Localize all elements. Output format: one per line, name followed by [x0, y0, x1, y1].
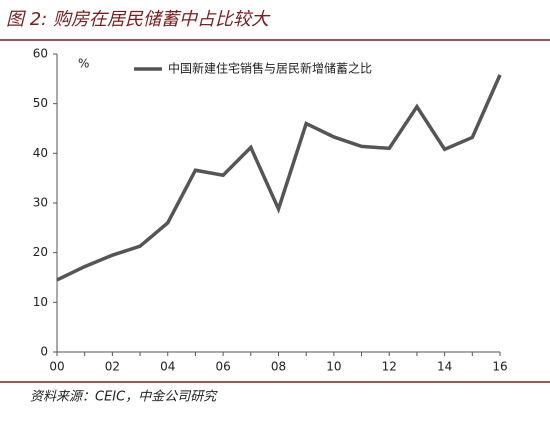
- y-tick-label: 40: [33, 146, 48, 160]
- y-tick-label: 20: [33, 245, 48, 259]
- x-tick-label: 16: [492, 360, 507, 374]
- y-tick-label: 0: [40, 345, 48, 359]
- y-tick-label: 50: [33, 96, 48, 110]
- series-line: [56, 74, 502, 282]
- source: 资料来源：CEIC，中金公司研究: [30, 389, 218, 405]
- x-tick-label: 14: [437, 360, 452, 374]
- x-tick-label: 10: [326, 360, 341, 374]
- y-tick-label: 60: [33, 47, 48, 61]
- x-tick-label: 02: [105, 360, 120, 374]
- x-tick-label: 08: [271, 360, 286, 374]
- legend-label: 中国新建住宅销售与居民新增储蓄之比: [168, 61, 372, 76]
- x-tick-label: 12: [382, 360, 397, 374]
- y-tick-label: 30: [33, 196, 48, 210]
- x-tick-label: 06: [215, 360, 230, 374]
- chart-title: 图 2: 购房在居民储蓄中占比较大: [6, 9, 271, 30]
- unit-label: %: [78, 57, 89, 71]
- y-tick-label: 10: [33, 295, 48, 309]
- x-tick-label: 04: [160, 360, 175, 374]
- x-tick-label: 00: [49, 360, 64, 374]
